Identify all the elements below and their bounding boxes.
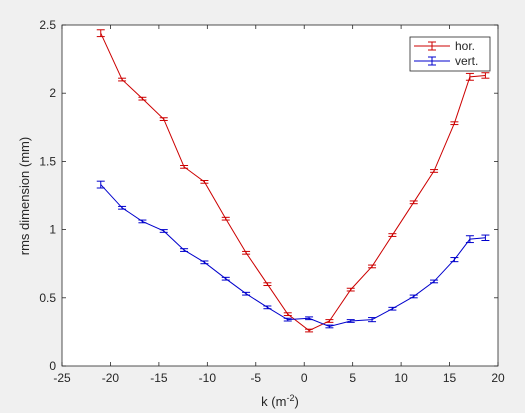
error-bar xyxy=(180,248,189,252)
error-bar xyxy=(388,233,397,237)
x-axis-label: k (m-2) xyxy=(261,393,299,409)
error-bar xyxy=(481,72,490,79)
y-axis-label: rms dimension (mm) xyxy=(17,137,32,255)
error-bar xyxy=(325,324,334,329)
legend-entry-vert: vert. xyxy=(414,54,478,68)
y-tick-label: 2 xyxy=(49,86,56,100)
x-tick-label: -15 xyxy=(150,371,168,385)
plot-frame xyxy=(61,24,499,367)
error-bar xyxy=(159,229,168,233)
legend-label: vert. xyxy=(455,54,478,68)
ticks-layer: -25 -20 -15 -10 -5 0 5 10 15 20 0 0.5 1 1.5 2 2.5 xyxy=(39,18,505,385)
error-bar xyxy=(450,257,459,263)
legend-entry-hor: hor. xyxy=(414,39,475,53)
error-bar xyxy=(96,29,105,38)
y-tick-label: 0.5 xyxy=(39,291,56,305)
x-axis-label-close: ) xyxy=(294,394,298,409)
error-bar xyxy=(263,282,272,287)
error-bar xyxy=(388,306,397,311)
x-tick-label: -5 xyxy=(250,371,261,385)
error-bar xyxy=(283,312,292,317)
error-bar xyxy=(325,319,334,323)
series-line xyxy=(100,184,486,327)
error-bar xyxy=(242,291,251,296)
x-tick-label: 0 xyxy=(301,371,308,385)
error-bar xyxy=(283,317,292,322)
error-bar xyxy=(118,205,127,210)
x-tick-label: 20 xyxy=(491,371,505,385)
error-bar xyxy=(305,316,314,321)
error-bar xyxy=(96,180,105,189)
error-bar xyxy=(221,276,230,281)
x-tick-label: 10 xyxy=(394,371,408,385)
y-tick-label: 1 xyxy=(49,223,56,237)
legend-entries: hor.vert. xyxy=(414,39,478,68)
error-bar xyxy=(409,200,418,205)
error-bar xyxy=(221,216,230,221)
x-tick-label: -10 xyxy=(199,371,217,385)
error-bar xyxy=(180,164,189,169)
y-tick-label: 1.5 xyxy=(39,154,56,168)
x-axis-label-superscript: -2 xyxy=(286,393,294,403)
series-line xyxy=(100,32,486,332)
error-bar xyxy=(346,287,355,292)
series-vert xyxy=(96,180,490,329)
series-layer xyxy=(96,29,490,333)
error-bar xyxy=(305,328,314,333)
x-tick-label: -20 xyxy=(102,371,120,385)
error-bar xyxy=(200,179,209,184)
error-bar xyxy=(430,279,439,284)
error-bar xyxy=(138,219,147,224)
error-bar xyxy=(138,96,147,101)
y-tick-label: 0 xyxy=(49,359,56,373)
x-tick-label: -25 xyxy=(53,371,71,385)
error-bar xyxy=(159,117,168,121)
error-bar xyxy=(481,234,490,242)
x-tick-label: 5 xyxy=(349,371,356,385)
error-bar xyxy=(368,317,377,323)
y-tick-label: 2.5 xyxy=(39,18,56,32)
error-bar xyxy=(118,77,127,82)
error-bar xyxy=(465,72,474,81)
error-bar xyxy=(450,121,459,126)
error-bar xyxy=(368,264,377,269)
legend-label: hor. xyxy=(455,39,475,53)
error-bar xyxy=(465,235,474,244)
legend-box xyxy=(409,36,491,72)
error-bar xyxy=(409,294,418,299)
error-bar xyxy=(263,305,272,310)
error-bar xyxy=(200,260,209,265)
legend: hor.vert. xyxy=(409,36,491,72)
error-bar xyxy=(430,169,439,173)
error-bar xyxy=(346,319,355,323)
error-bar xyxy=(242,250,251,255)
x-tick-label: 15 xyxy=(443,371,457,385)
plot-area xyxy=(62,25,498,366)
x-axis-label-main: k (m xyxy=(261,394,286,409)
series-hor xyxy=(96,29,490,333)
